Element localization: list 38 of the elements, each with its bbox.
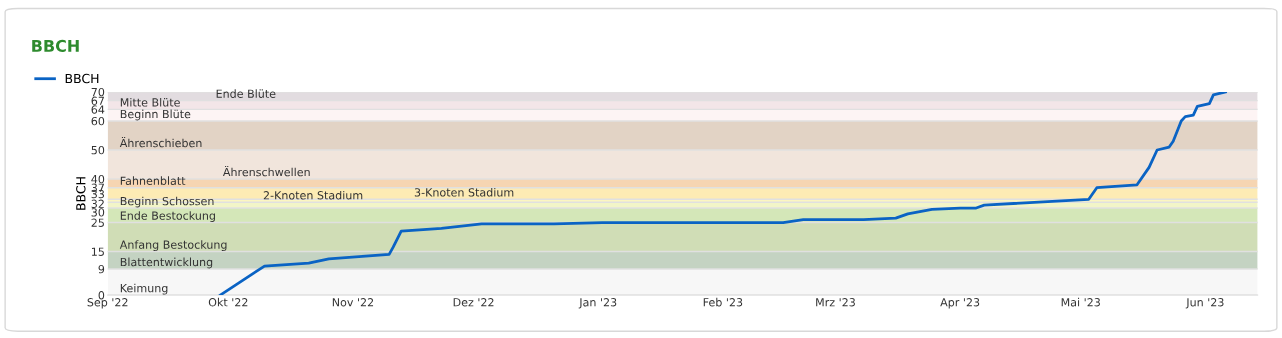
y-tick-label: 67 [91,96,104,106]
band-label: Ährenschwellen [222,165,310,177]
y-tick-label: 60 [91,116,105,126]
band-label: Blattentwicklung [120,257,213,269]
y-axis-title: BBCH [76,177,86,210]
band-label: Beginn Schossen [120,196,214,208]
y-tick-label: 32 [91,199,104,208]
band-label: Ende Blüte [216,89,276,98]
x-tick-label: Dez '22 [453,298,494,307]
y-tick-label: 64 [91,105,105,114]
legend-label: BBCH [65,73,99,84]
y-tick-label: 50 [91,145,105,155]
band-label: 2-Knoten Stadium [263,190,363,200]
x-tick-label: Mrz '23 [816,298,855,307]
y-tick-label: 70 [91,87,105,97]
band-label: Ährenschieben [119,136,202,148]
x-tick-label: Jan '23 [578,298,617,309]
band-label: Beginn Blüte [120,109,191,121]
band-label: Keimung [120,283,168,295]
x-tick-label: Mai '23 [1061,297,1100,307]
y-tick-label: 40 [91,174,105,184]
x-tick-label: Sep '22 [87,298,128,309]
x-tick-label: Apr '23 [940,298,980,309]
y-tick-label: 0 [98,291,105,300]
band-label: Fahnenblatt [120,176,186,185]
x-tick-label: Okt '22 [208,297,248,307]
y-tick-label: 30 [91,208,105,217]
band-label: 3-Knoten Stadium [414,187,514,197]
band-label: Mitte Blüte [120,98,180,107]
band-label: Ende Bestockung [120,211,215,222]
y-tick-label: 25 [91,218,104,227]
band-label: Anfang Bestockung [119,240,227,251]
x-tick-label: Nov '22 [332,298,374,307]
y-tick-label: 9 [98,264,105,274]
x-tick-label: Feb '23 [703,297,743,307]
chart-title: BBCH [32,39,79,52]
y-tick-label: 15 [91,247,104,256]
x-tick-label: Jun '23 [1185,298,1224,309]
